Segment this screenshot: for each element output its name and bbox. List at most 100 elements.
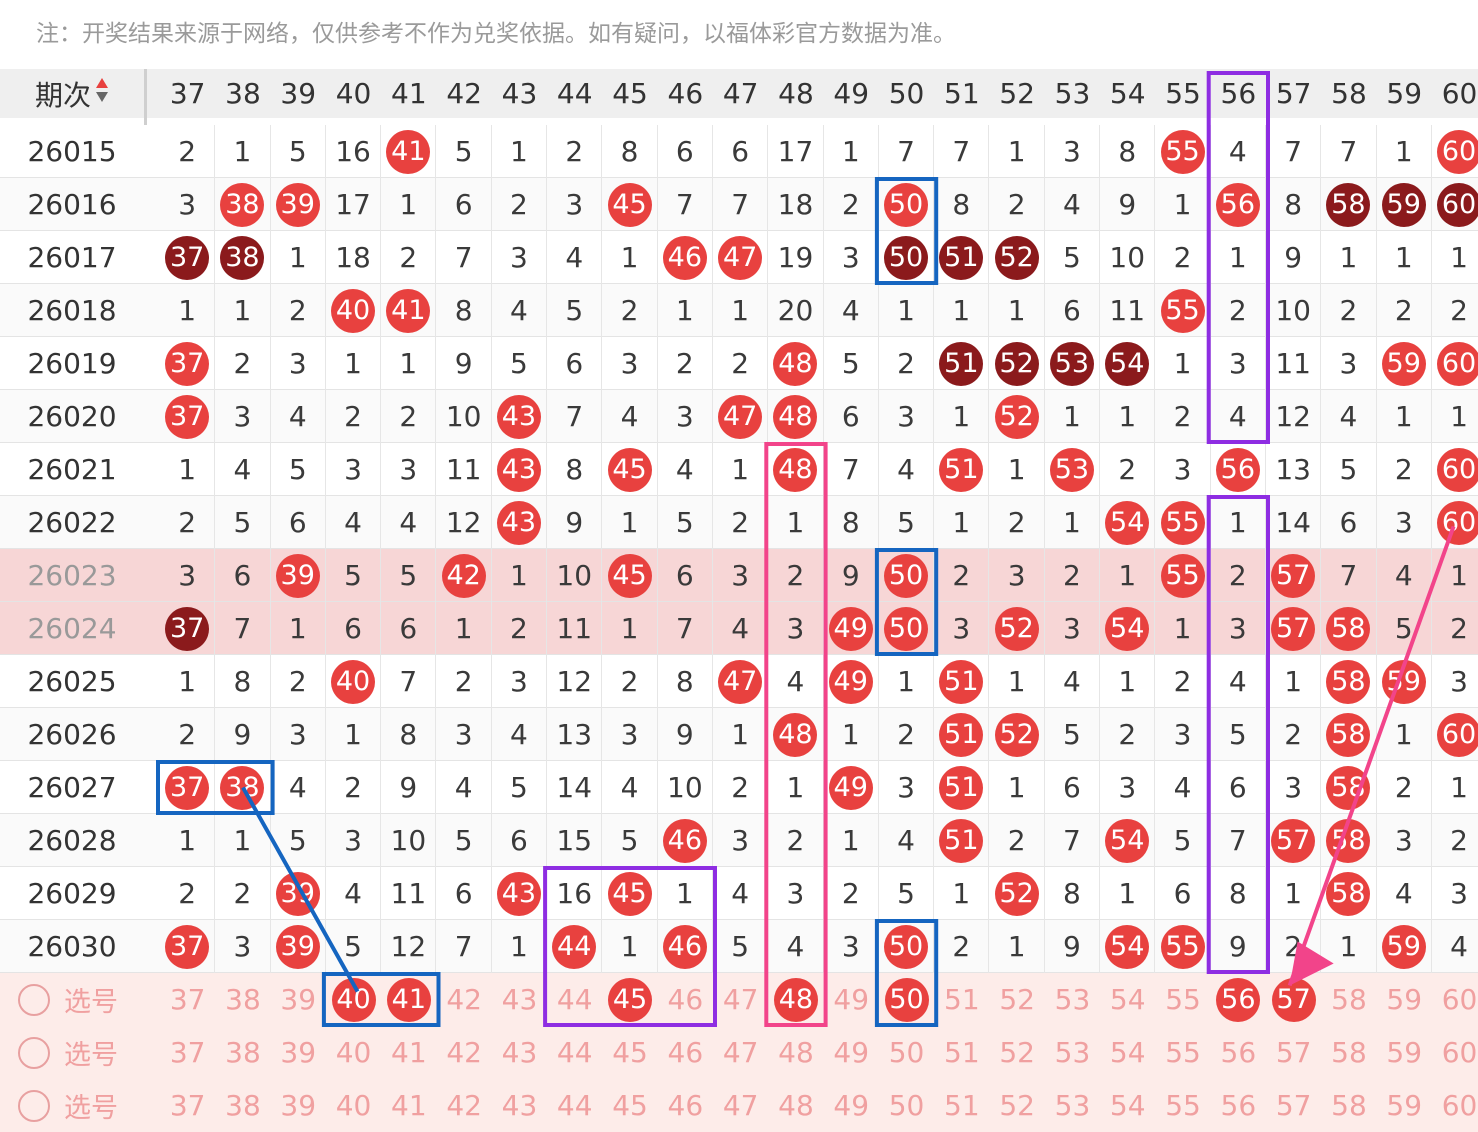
select-number-cell[interactable]: 40 bbox=[326, 973, 381, 1026]
select-number-cell[interactable]: 41 bbox=[381, 1079, 436, 1132]
select-number[interactable]: 41 bbox=[391, 1089, 427, 1122]
select-label[interactable]: 选号 bbox=[18, 973, 118, 1026]
select-number-cell[interactable]: 42 bbox=[437, 1026, 492, 1079]
select-number[interactable]: 45 bbox=[612, 1089, 648, 1122]
select-row[interactable] bbox=[0, 1026, 1478, 1079]
select-number-cell[interactable]: 47 bbox=[713, 1026, 768, 1079]
select-label[interactable]: 选号 bbox=[18, 1026, 118, 1079]
select-number-cell[interactable]: 52 bbox=[990, 1079, 1045, 1132]
select-number[interactable]: 57 bbox=[1275, 1089, 1312, 1122]
select-number-cell[interactable]: 46 bbox=[658, 1079, 713, 1132]
select-number-cell[interactable]: 39 bbox=[271, 973, 326, 1026]
select-number[interactable]: 47 bbox=[722, 1036, 759, 1069]
select-number[interactable]: 58 bbox=[1331, 1089, 1367, 1122]
select-number[interactable]: 52 bbox=[999, 1036, 1035, 1069]
select-number[interactable]: 51 bbox=[944, 983, 980, 1016]
select-number-cell[interactable]: 45 bbox=[602, 973, 657, 1026]
select-number-cell[interactable]: 53 bbox=[1045, 1079, 1100, 1132]
select-number-cell[interactable]: 44 bbox=[547, 1026, 602, 1079]
select-number[interactable]: 38 bbox=[225, 1036, 261, 1069]
select-number-cell[interactable]: 56 bbox=[1211, 973, 1266, 1026]
select-number[interactable]: 49 bbox=[833, 1036, 870, 1069]
select-number-cell[interactable]: 37 bbox=[160, 1079, 215, 1132]
select-number[interactable]: 55 bbox=[1165, 983, 1201, 1016]
selected-ball[interactable]: 48 bbox=[773, 977, 818, 1022]
select-number-cell[interactable]: 48 bbox=[768, 1079, 823, 1132]
select-number[interactable]: 54 bbox=[1109, 1089, 1146, 1122]
select-number[interactable]: 40 bbox=[335, 1036, 372, 1069]
select-number[interactable]: 59 bbox=[1386, 983, 1423, 1016]
select-number-cell[interactable]: 51 bbox=[934, 973, 989, 1026]
select-number[interactable]: 50 bbox=[888, 1089, 925, 1122]
select-number-cell[interactable]: 56 bbox=[1211, 1026, 1266, 1079]
select-number-cell[interactable]: 58 bbox=[1321, 1079, 1376, 1132]
select-number[interactable]: 56 bbox=[1220, 1089, 1257, 1122]
select-number[interactable]: 37 bbox=[169, 983, 206, 1016]
radio-icon[interactable] bbox=[18, 983, 50, 1016]
select-number[interactable]: 50 bbox=[888, 1036, 925, 1069]
select-number[interactable]: 37 bbox=[169, 1036, 206, 1069]
select-number[interactable]: 56 bbox=[1220, 1036, 1257, 1069]
select-number[interactable]: 43 bbox=[501, 983, 538, 1016]
select-number-cell[interactable]: 50 bbox=[879, 1026, 934, 1079]
select-number-cell[interactable]: 43 bbox=[492, 1026, 547, 1079]
select-number-cell[interactable]: 50 bbox=[879, 1079, 934, 1132]
select-number[interactable]: 60 bbox=[1441, 983, 1478, 1016]
select-number[interactable]: 58 bbox=[1331, 1036, 1367, 1069]
select-number-cell[interactable]: 60 bbox=[1432, 973, 1478, 1026]
select-number-cell[interactable]: 57 bbox=[1266, 973, 1321, 1026]
select-number[interactable]: 44 bbox=[556, 983, 593, 1016]
select-number-cell[interactable]: 41 bbox=[381, 973, 436, 1026]
select-number-cell[interactable]: 39 bbox=[271, 1079, 326, 1132]
select-number-cell[interactable]: 54 bbox=[1100, 973, 1155, 1026]
select-number-cell[interactable]: 60 bbox=[1432, 1079, 1478, 1132]
selected-ball[interactable]: 45 bbox=[608, 977, 653, 1022]
select-number-cell[interactable]: 51 bbox=[934, 1026, 989, 1079]
select-number-cell[interactable]: 53 bbox=[1045, 973, 1100, 1026]
select-label[interactable]: 选号 bbox=[18, 1079, 118, 1132]
select-number[interactable]: 49 bbox=[833, 1089, 870, 1122]
select-number[interactable]: 39 bbox=[280, 1036, 317, 1069]
select-number-cell[interactable]: 44 bbox=[547, 1079, 602, 1132]
select-number-cell[interactable]: 38 bbox=[215, 1026, 270, 1079]
select-number[interactable]: 48 bbox=[778, 1089, 814, 1122]
select-number[interactable]: 51 bbox=[944, 1036, 980, 1069]
select-number-cell[interactable]: 42 bbox=[437, 1079, 492, 1132]
selected-ball[interactable]: 50 bbox=[884, 977, 929, 1022]
select-number[interactable]: 55 bbox=[1165, 1036, 1201, 1069]
select-number-cell[interactable]: 59 bbox=[1377, 1026, 1432, 1079]
select-number[interactable]: 60 bbox=[1441, 1036, 1478, 1069]
select-number-cell[interactable]: 58 bbox=[1321, 973, 1376, 1026]
select-number[interactable]: 47 bbox=[722, 1089, 759, 1122]
select-number-cell[interactable]: 54 bbox=[1100, 1079, 1155, 1132]
select-number-cell[interactable]: 38 bbox=[215, 1079, 270, 1132]
select-number[interactable]: 39 bbox=[280, 983, 317, 1016]
select-number[interactable]: 52 bbox=[999, 1089, 1035, 1122]
select-number-cell[interactable]: 39 bbox=[271, 1026, 326, 1079]
select-number-cell[interactable]: 52 bbox=[990, 973, 1045, 1026]
select-number[interactable]: 42 bbox=[446, 983, 482, 1016]
select-number[interactable]: 41 bbox=[391, 1036, 427, 1069]
select-number-cell[interactable]: 48 bbox=[768, 973, 823, 1026]
select-number[interactable]: 38 bbox=[225, 983, 261, 1016]
select-number-cell[interactable]: 49 bbox=[824, 973, 879, 1026]
select-number-cell[interactable]: 56 bbox=[1211, 1079, 1266, 1132]
select-number[interactable]: 42 bbox=[446, 1089, 482, 1122]
select-number-cell[interactable]: 59 bbox=[1377, 973, 1432, 1026]
select-number-cell[interactable]: 49 bbox=[824, 1026, 879, 1079]
select-number-cell[interactable]: 51 bbox=[934, 1079, 989, 1132]
select-number[interactable]: 44 bbox=[556, 1089, 593, 1122]
select-number-cell[interactable]: 52 bbox=[990, 1026, 1045, 1079]
select-number-cell[interactable]: 50 bbox=[879, 973, 934, 1026]
select-number[interactable]: 37 bbox=[169, 1089, 206, 1122]
select-number[interactable]: 46 bbox=[667, 983, 704, 1016]
select-number-cell[interactable]: 47 bbox=[713, 1079, 768, 1132]
select-number[interactable]: 43 bbox=[501, 1089, 538, 1122]
select-number[interactable]: 45 bbox=[612, 1036, 648, 1069]
select-number-cell[interactable]: 42 bbox=[437, 973, 492, 1026]
select-number-cell[interactable]: 41 bbox=[381, 1026, 436, 1079]
select-number[interactable]: 57 bbox=[1275, 1036, 1312, 1069]
select-number[interactable]: 47 bbox=[722, 983, 759, 1016]
select-number[interactable]: 40 bbox=[335, 1089, 372, 1122]
select-number[interactable]: 38 bbox=[225, 1089, 261, 1122]
